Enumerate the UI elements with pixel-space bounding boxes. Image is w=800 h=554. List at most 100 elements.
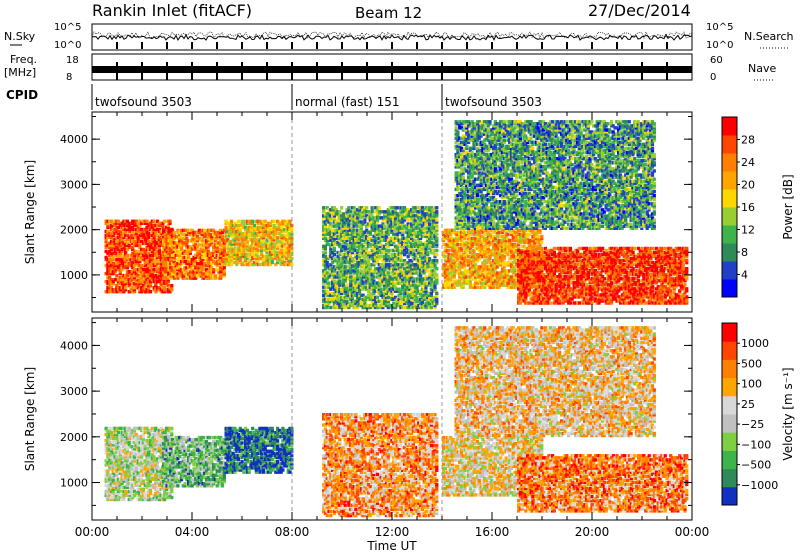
radar-cell <box>325 281 329 285</box>
radar-cell <box>125 243 129 248</box>
radar-cell <box>111 233 115 238</box>
radar-cell <box>197 230 201 235</box>
radar-cell <box>150 253 154 258</box>
radar-cell <box>181 257 185 262</box>
radar-cell <box>265 238 269 242</box>
radar-cell <box>168 290 172 294</box>
radar-cell <box>258 234 262 238</box>
radar-cell <box>152 279 156 284</box>
radar-cell <box>276 221 280 226</box>
radar-cell <box>138 221 142 225</box>
radar-cell <box>131 233 135 238</box>
radar-cell <box>332 275 336 279</box>
radar-cell <box>188 245 192 249</box>
radar-cell <box>379 287 383 291</box>
radar-cell <box>124 273 128 278</box>
radar-cell <box>154 257 158 262</box>
radar-cell <box>163 276 167 280</box>
radar-cell <box>323 222 327 226</box>
radar-cell <box>265 240 269 244</box>
radar-cell <box>195 261 200 266</box>
radar-cell <box>368 242 372 247</box>
radar-cell <box>140 251 144 256</box>
radar-cell <box>178 255 182 260</box>
radar-cell <box>435 273 439 277</box>
radar-cell <box>188 276 192 280</box>
radar-cell <box>251 242 255 246</box>
radar-cell <box>106 286 110 290</box>
radar-cell <box>277 223 281 228</box>
radar-cell <box>108 245 112 250</box>
radar-cell <box>152 233 156 238</box>
radar-cell <box>281 223 285 228</box>
radar-cell <box>235 252 239 256</box>
radar-cell <box>260 256 264 261</box>
radar-cell <box>265 246 269 250</box>
radar-cell <box>323 289 327 293</box>
nsearch-tick-bottom: 10^0 <box>706 40 733 51</box>
radar-cell <box>240 236 244 240</box>
radar-cell <box>332 301 336 306</box>
radar-cell <box>147 235 151 240</box>
radar-cell <box>331 230 335 234</box>
radar-cell <box>136 259 140 264</box>
radar-cell <box>154 273 158 278</box>
radar-cell <box>338 289 342 293</box>
radar-cell <box>236 252 241 256</box>
radar-cell <box>192 274 196 278</box>
radar-cell <box>277 258 281 263</box>
radar-cell <box>411 248 415 253</box>
radar-cell <box>254 252 258 256</box>
radar-cell <box>127 225 131 229</box>
radar-cell <box>195 274 200 278</box>
radar-cell <box>124 259 128 264</box>
radar-cell <box>141 257 145 262</box>
radar-cell <box>148 265 153 270</box>
radar-cell <box>268 242 273 246</box>
radar-cell <box>192 237 196 241</box>
radar-cell <box>136 261 140 266</box>
radar-cell <box>120 233 124 238</box>
radar-cell <box>109 225 113 229</box>
radar-cell <box>157 243 161 248</box>
radar-cell <box>340 224 344 228</box>
radar-cell <box>129 257 133 262</box>
radar-cell <box>256 240 260 244</box>
radar-cell <box>236 219 241 224</box>
radar-cell <box>329 263 333 267</box>
radar-cell <box>109 231 113 236</box>
radar-cell <box>329 305 333 310</box>
radar-cell <box>265 256 269 261</box>
radar-cell <box>109 288 113 292</box>
radar-cell <box>132 288 137 292</box>
radar-cell <box>120 288 124 292</box>
radar-cell <box>213 230 217 235</box>
radar-cell <box>138 227 142 232</box>
radar-cell <box>332 305 336 310</box>
radar-cell <box>251 238 255 242</box>
radar-cell <box>235 248 239 252</box>
radar-cell <box>329 246 333 251</box>
radar-cell <box>156 269 160 274</box>
radar-cell <box>263 227 267 232</box>
radar-cell <box>148 259 153 264</box>
radar-cell <box>322 285 326 289</box>
radar-cell <box>222 257 226 262</box>
radar-cell <box>166 290 170 294</box>
radar-cell <box>329 232 333 236</box>
radar-cell <box>125 247 129 252</box>
radar-cell <box>118 249 122 254</box>
radar-cell <box>125 257 129 262</box>
radar-cell <box>233 236 237 240</box>
radar-cell <box>323 297 327 302</box>
radar-cell <box>284 238 289 242</box>
radar-cell <box>113 241 117 246</box>
radar-cell <box>132 253 137 258</box>
radar-cell <box>261 219 265 224</box>
radar-cell <box>327 238 331 242</box>
radar-cell <box>261 232 265 236</box>
radar-cell <box>178 234 182 239</box>
radar-cell <box>341 283 345 287</box>
radar-cell <box>213 274 217 278</box>
radar-cell <box>222 247 226 251</box>
